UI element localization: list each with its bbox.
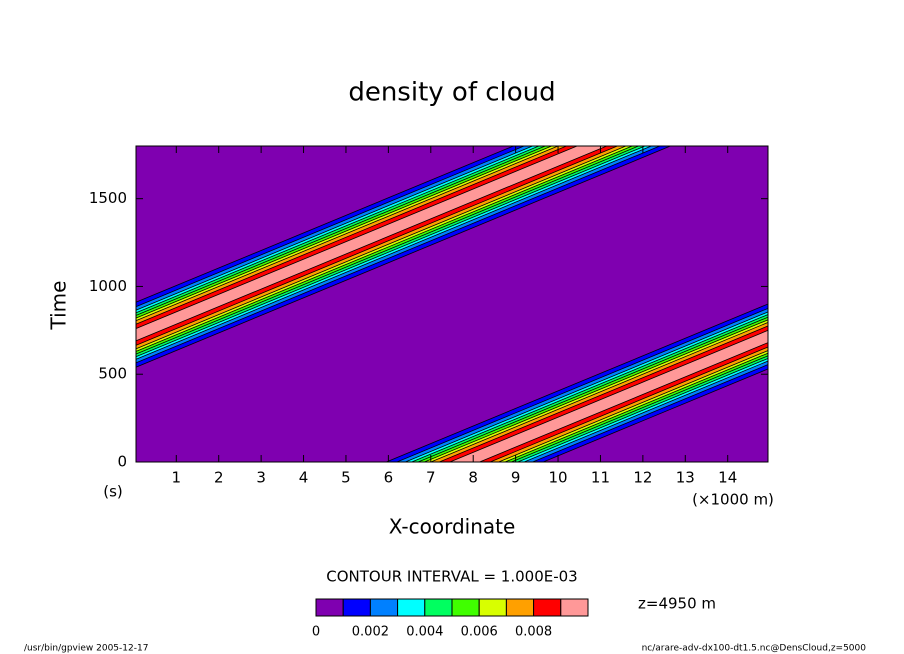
y-tick-label: 500 (98, 365, 127, 383)
contour-region (424, 319, 768, 462)
contour-region (136, 146, 652, 360)
contour-region (430, 322, 768, 462)
x-tick-label: 1 (172, 469, 182, 487)
contour-region (136, 146, 618, 346)
colorbar-label: 0.006 (461, 625, 498, 640)
colorbar-swatch (560, 598, 589, 617)
colorbar-swatch (451, 598, 480, 617)
y-unit: (s) (103, 483, 123, 501)
colorbar-swatch (478, 598, 507, 617)
x-tick-label: 6 (384, 469, 394, 487)
x-unit: (×1000 m) (692, 491, 774, 509)
colorbar-swatch (533, 598, 562, 617)
level-note: z=4950 m (638, 595, 716, 613)
colorbar-label: 0.008 (515, 625, 552, 640)
contour-region (386, 303, 768, 462)
colorbar-label: 0 (312, 625, 320, 640)
x-tick-label: 13 (676, 469, 695, 487)
x-tick-label: 10 (548, 469, 567, 487)
contour-region (417, 316, 768, 462)
colorbar-label: 0.002 (352, 625, 389, 640)
contour-interval: CONTOUR INTERVAL = 1.000E-03 (326, 568, 577, 586)
colorbar-swatch (505, 598, 535, 617)
colorbar-swatch (315, 598, 344, 617)
colorbar-swatch (397, 598, 426, 617)
x-tick-label: 2 (214, 469, 224, 487)
contour-region (136, 146, 627, 350)
x-tick-label: 12 (633, 469, 652, 487)
contour-region (396, 307, 768, 462)
y-tick-label: 0 (117, 453, 127, 471)
colorbar-swatch (424, 598, 453, 617)
x-tick-label: 5 (341, 469, 351, 487)
x-tick-label: 8 (468, 469, 478, 487)
contour-region (405, 311, 768, 462)
x-tick-label: 11 (591, 469, 610, 487)
x-tick-label: 3 (256, 469, 266, 487)
plot-frame (135, 145, 769, 463)
x-axis-label: X-coordinate (389, 515, 516, 539)
contour-region (136, 146, 633, 352)
y-axis-label: Time (47, 281, 71, 331)
plot-area (136, 146, 768, 462)
x-tick-label: 7 (426, 469, 436, 487)
contour-region (411, 314, 768, 462)
contour-region (439, 325, 768, 462)
x-tick-label: 9 (511, 469, 521, 487)
contour-region (136, 146, 639, 355)
x-tick-label: 4 (299, 469, 309, 487)
contour-region (136, 146, 607, 342)
contour-region (136, 146, 671, 368)
colorbar-swatch (342, 598, 371, 617)
y-tick-label: 1500 (89, 189, 127, 207)
colorbar-swatch (369, 598, 399, 617)
y-tick-label: 1000 (89, 277, 127, 295)
footer-left: /usr/bin/gpview 2005-12-17 (24, 644, 148, 654)
contour-region (449, 329, 768, 462)
chart-title: density of cloud (348, 78, 555, 108)
contour-region (136, 146, 660, 364)
colorbar-label: 0.004 (406, 625, 443, 640)
x-tick-label: 14 (718, 469, 737, 487)
contour-region (136, 146, 646, 358)
footer-right: nc/arare-adv-dx100-dt1.5.nc@DensCloud,z=… (642, 644, 867, 654)
